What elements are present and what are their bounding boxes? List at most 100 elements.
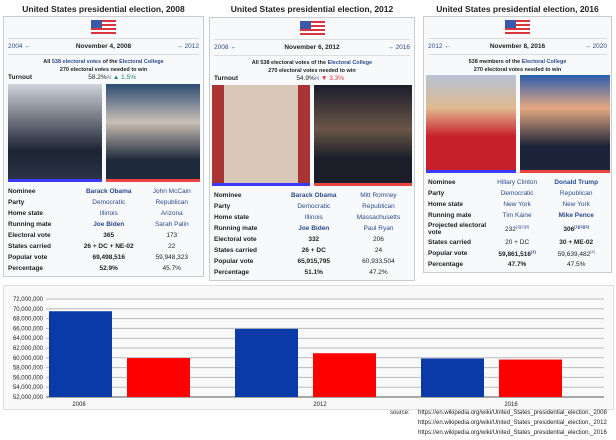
table-row: Projected electoral vote 232[1][2][3] 306[… — [428, 221, 607, 237]
table-row: Nominee Barack Obama Mitt Romney — [214, 190, 410, 201]
turnout-change: ▼ 3.3% — [321, 75, 345, 82]
y-tick-label: 66,000,000 — [13, 326, 44, 332]
source-link-2016[interactable]: https://en.wikipedia.org/wiki/United_Sta… — [418, 430, 607, 436]
democratic-value[interactable]: Joe Biden — [298, 225, 330, 232]
source-link-2012[interactable]: https://en.wikipedia.org/wiki/United_Sta… — [418, 420, 607, 426]
y-tick-label: 62,000,000 — [13, 346, 44, 352]
turnout-value: 54.9% — [296, 75, 315, 82]
prev-election-link[interactable]: 2008 ← — [214, 44, 237, 51]
republican-value: 60,933,504 — [362, 258, 395, 265]
row-label: Home state — [214, 214, 250, 221]
republican-value[interactable]: Arizona — [160, 210, 183, 217]
table-row: Home state Illinois Arizona — [8, 208, 199, 219]
electoral-info: All 538 electoral votes of the Electoral… — [214, 59, 410, 75]
republican-value[interactable]: Republican — [155, 199, 189, 206]
republican-value: 59,948,323 — [155, 254, 189, 261]
row-label: Running mate — [214, 225, 258, 232]
candidate-photo[interactable] — [7, 84, 102, 179]
bar-2008-republican — [127, 358, 190, 397]
y-tick-label: 68,000,000 — [13, 317, 44, 323]
turnout-label: Turnout — [214, 75, 239, 82]
candidate-photo[interactable] — [105, 84, 200, 179]
candidate-photo[interactable] — [314, 85, 412, 183]
ev-text: All 538 electoral votes of the — [251, 60, 328, 66]
candidate-photo[interactable] — [425, 75, 516, 170]
republican-value[interactable]: New York — [562, 201, 590, 208]
democratic-value[interactable]: Democratic — [500, 190, 534, 197]
citation: [1][2][3] — [515, 224, 530, 230]
candidate-photo[interactable] — [519, 75, 610, 170]
republican-color-bar — [519, 170, 610, 173]
row-label: Running mate — [8, 221, 52, 228]
republican-color-bar — [314, 183, 412, 186]
row-label: Electoral vote — [8, 232, 51, 239]
source-link-2008[interactable]: https://en.wikipedia.org/wiki/United_Sta… — [418, 410, 607, 416]
x-tick-label: 2012 — [313, 402, 327, 408]
us-flag-icon — [299, 21, 325, 35]
republican-value: 24 — [374, 247, 383, 254]
democratic-color-bar — [212, 183, 310, 186]
next-election-link[interactable]: → 2020 — [584, 43, 607, 50]
table-row: Electoral vote 332 206 — [214, 234, 410, 245]
x-tick-label: 2008 — [72, 402, 86, 408]
democratic-value[interactable]: Joe Biden — [93, 221, 125, 228]
row-label: Nominee — [214, 192, 242, 199]
republican-value: 206 — [373, 236, 384, 243]
votes-needed: 270 electoral votes needed to win — [268, 68, 356, 74]
republican-value[interactable]: Massachusetts — [356, 214, 401, 221]
republican-value: 22 — [168, 243, 176, 250]
next-election-link[interactable]: → 2012 — [176, 43, 199, 50]
turnout-row: Turnout 54.9% [1] ▼ 3.3% — [214, 75, 410, 84]
democratic-value[interactable]: Barack Obama — [290, 192, 337, 199]
republican-value[interactable]: Republican — [559, 190, 593, 197]
table-row: Home state New York New York — [428, 199, 607, 210]
table-row: Nominee Hillary Clinton Donald Trump — [428, 177, 607, 188]
democratic-value[interactable]: Democratic — [297, 203, 331, 210]
electoral-info: All 538 electoral votes of the Electoral… — [8, 58, 199, 74]
democratic-value[interactable]: Barack Obama — [85, 188, 132, 195]
republican-value: 45.7% — [162, 265, 181, 272]
ev-text: All — [43, 59, 52, 65]
republican-value[interactable]: Republican — [362, 203, 395, 210]
electoral-college-link[interactable]: Electoral College — [521, 59, 567, 65]
prev-election-link[interactable]: 2012 ← — [428, 43, 451, 50]
row-label: Electoral vote — [214, 236, 257, 243]
democratic-value[interactable]: Illinois — [99, 210, 118, 217]
republican-value[interactable]: John McCain — [152, 188, 191, 195]
prev-election-link[interactable]: 2004 ← — [8, 43, 31, 50]
democratic-color-bar — [425, 170, 516, 173]
republican-value[interactable]: Mike Pence — [558, 212, 594, 219]
table-row: Nominee Barack Obama John McCain — [8, 186, 199, 197]
democratic-value: 232[1][2][3] — [505, 224, 530, 234]
electoral-college-link[interactable]: Electoral College — [327, 60, 373, 66]
ev-link[interactable]: 538 electoral votes — [51, 59, 102, 65]
democratic-value[interactable]: Democratic — [92, 199, 126, 206]
democratic-value[interactable]: New York — [503, 201, 531, 208]
democratic-value: 69,498,516 — [92, 254, 125, 261]
citation: [4] — [530, 249, 536, 254]
democratic-value[interactable]: Hillary Clinton — [497, 179, 538, 186]
infobox-title: United States presidential election, 201… — [436, 4, 599, 14]
electoral-college-link[interactable]: Electoral College — [119, 59, 164, 65]
candidate-photo[interactable] — [212, 85, 310, 183]
republican-value[interactable]: Mitt Romney — [360, 192, 397, 199]
democratic-value[interactable]: Tim Kaine — [502, 212, 532, 219]
table-row: States carried 20 + DC 30 + ME-02 — [428, 237, 607, 248]
y-tick-label: 52,000,000 — [13, 395, 44, 401]
row-label: Home state — [8, 210, 44, 217]
next-election-link[interactable]: → 2016 — [387, 44, 410, 51]
republican-value[interactable]: Sarah Palin — [154, 221, 189, 228]
table-row: Percentage 51.1% 47.2% — [214, 267, 410, 278]
democratic-value[interactable]: Illinois — [304, 214, 323, 221]
democratic-value: 332 — [308, 236, 320, 243]
republican-value[interactable]: Paul Ryan — [363, 225, 394, 232]
popular-vote-chart: 72,000,000 70,000,000 68,000,000 66,000,000… — [3, 285, 614, 410]
row-label: Percentage — [214, 269, 250, 276]
row-label: Popular vote — [214, 258, 254, 265]
republican-value[interactable]: Donald Trump — [554, 179, 599, 186]
table-row: Percentage 47.7% 47.5% — [428, 259, 607, 270]
row-label: Projected electoral vote — [428, 222, 487, 236]
table-row: Home state Illinois Massachusetts — [214, 212, 410, 223]
democratic-color-bar — [7, 179, 102, 182]
table-row: Popular vote 65,915,795 60,933,504 — [214, 256, 410, 267]
